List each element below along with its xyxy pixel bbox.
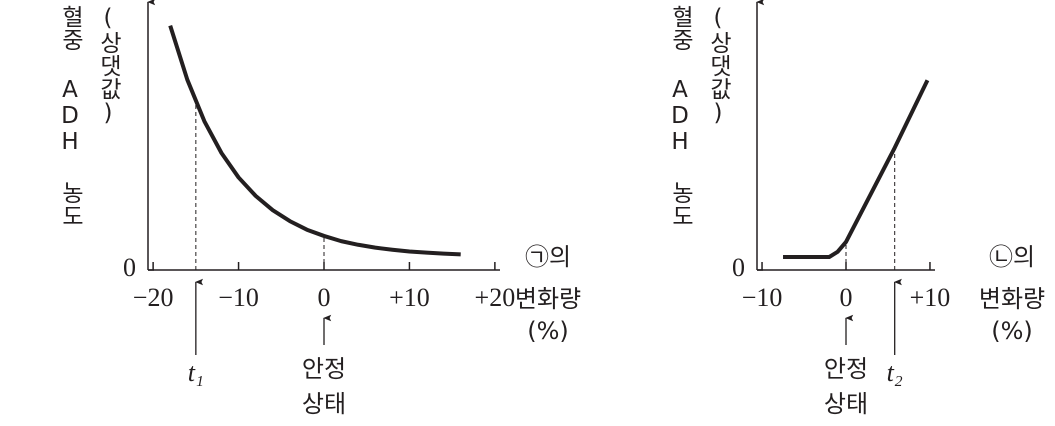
annotation-label: 상태	[824, 390, 868, 418]
x-tick-label: +10	[910, 283, 951, 312]
x-axis-label: 변화량	[515, 285, 581, 313]
data-line	[783, 79, 930, 259]
x-axis-label: ㉠의	[525, 243, 571, 271]
x-tick-label: −10	[742, 283, 783, 312]
annotation-label: 안정	[824, 355, 868, 383]
x-tick-label: 0	[318, 283, 331, 312]
y-tick-label: 0	[732, 253, 745, 282]
x-axis-label: (%)	[991, 317, 1033, 345]
data-line	[168, 24, 461, 257]
y-axis-label: (상댓값)	[95, 5, 121, 126]
annotation-label: t₂	[887, 358, 903, 387]
annotation-label: 상태	[302, 390, 346, 418]
x-axis-label: 변화량	[979, 285, 1045, 313]
x-tick-label: +20	[475, 283, 516, 312]
y-axis-label: (상댓값)	[705, 5, 731, 126]
y-axis-label: 혈중 ADH 농도	[57, 5, 83, 227]
x-tick-label: −10	[218, 283, 259, 312]
annotation-label: 안정	[302, 355, 346, 383]
y-tick-label: 0	[123, 253, 136, 282]
x-axis-label: (%)	[527, 317, 569, 345]
x-tick-label: −20	[133, 283, 174, 312]
annotation-label: t₁	[188, 358, 204, 387]
x-tick-label: +10	[389, 283, 430, 312]
y-axis-label: 혈중 ADH 농도	[667, 5, 693, 227]
x-axis-label: ㉡의	[989, 243, 1035, 271]
x-tick-label: 0	[840, 283, 853, 312]
